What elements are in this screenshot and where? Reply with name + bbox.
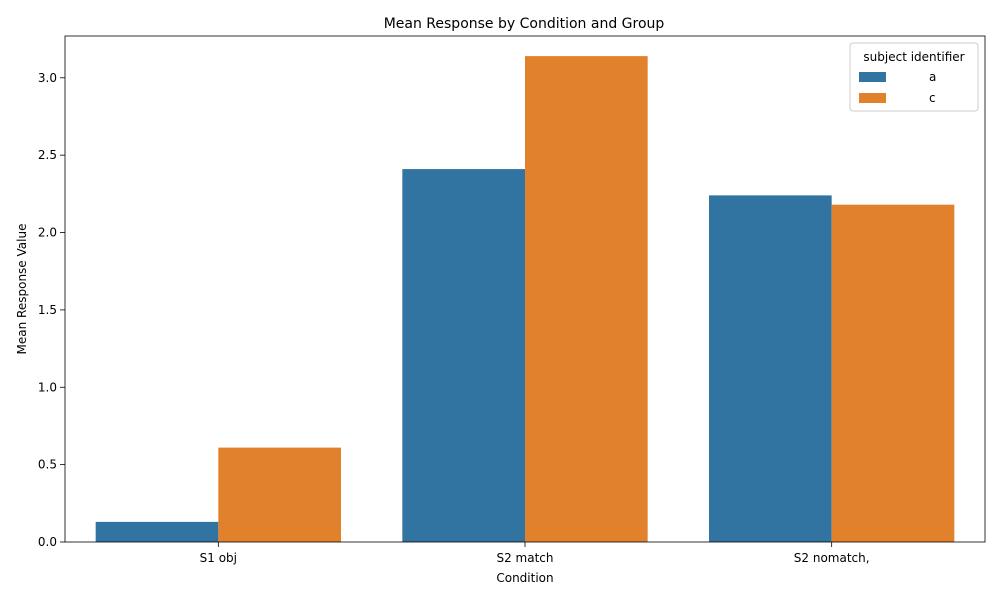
bar-c-1 (525, 56, 648, 542)
bar-a-1 (402, 169, 525, 542)
x-tick-label-2: S2 nomatch, (794, 551, 870, 565)
y-tick-label-4: 2.0 (38, 226, 57, 240)
plot-frame (64, 35, 986, 543)
x-axis-title: Condition (496, 571, 553, 585)
bar-a-0 (95, 521, 219, 542)
y-tick-label-6: 3.0 (38, 71, 57, 85)
x-tick-label-1: S2 match (496, 551, 553, 565)
legend: subject identifier ac (849, 42, 979, 112)
y-tick-label-1: 0.5 (38, 458, 57, 472)
y-axis-title: Mean Response Value (15, 224, 29, 355)
legend-label-a: a (929, 70, 936, 84)
y-tick-label-2: 1.0 (38, 380, 57, 394)
legend-label-c: c (929, 91, 936, 105)
legend-items: ac (859, 70, 936, 105)
y-tick-label-0: 0.0 (38, 535, 57, 549)
chart-title: Mean Response by Condition and Group (384, 16, 665, 32)
bar-c-2 (831, 204, 955, 542)
y-tick-label-5: 2.5 (38, 148, 57, 162)
legend-swatch-a (859, 72, 886, 82)
x-tick-label-0: S1 obj (200, 551, 237, 565)
bar-a-2 (709, 195, 832, 542)
legend-title: subject identifier (863, 50, 964, 64)
bar-c-0 (218, 447, 341, 542)
y-tick-label-3: 1.5 (38, 303, 57, 317)
legend-swatch-c (859, 93, 886, 103)
y-axis: 0.0 0.5 1.0 1.5 2.0 2.5 3.0 (38, 71, 65, 549)
bars-layer (95, 56, 955, 542)
x-axis: S1 obj S2 match S2 nomatch, (200, 542, 870, 565)
